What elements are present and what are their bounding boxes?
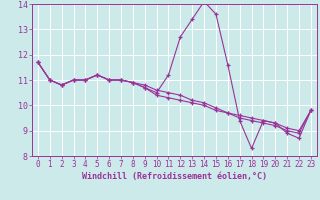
X-axis label: Windchill (Refroidissement éolien,°C): Windchill (Refroidissement éolien,°C) [82, 172, 267, 181]
